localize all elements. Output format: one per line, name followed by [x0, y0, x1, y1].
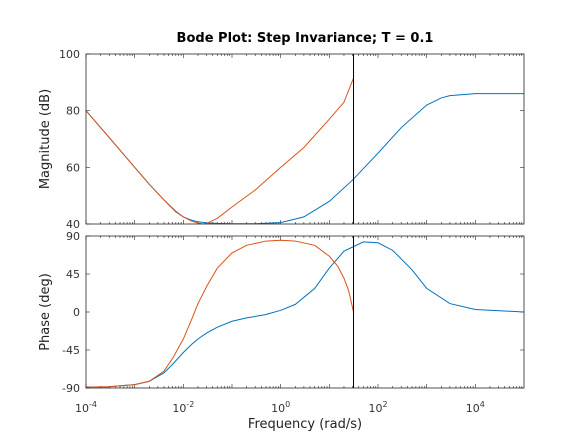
- phase-ytick-label: -90: [62, 382, 80, 395]
- x-tick-label: 10-4: [75, 400, 97, 415]
- phase-ytick-label: 0: [73, 306, 80, 319]
- phase-continuous-series: [86, 242, 524, 387]
- x-tick-label: 10-2: [172, 400, 194, 415]
- phase-ytick-label: -45: [62, 344, 80, 357]
- phase-axes: -90 -45 0 45 90 Phase (deg): [38, 230, 524, 395]
- phase-ytick-label: 45: [66, 268, 80, 281]
- x-tick-label: 102: [368, 400, 387, 415]
- x-tick-label: 104: [466, 400, 485, 415]
- phase-ylabel: Phase (deg): [38, 273, 53, 351]
- phase-discrete-series: [86, 240, 354, 387]
- magnitude-ytick-label: 100: [59, 48, 80, 61]
- magnitude-axes-frame: [86, 54, 524, 224]
- phase-ytick-label: 90: [66, 230, 80, 243]
- magnitude-ytick-label: 80: [66, 105, 80, 118]
- magnitude-continuous-series: [86, 94, 524, 224]
- magnitude-discrete-series: [86, 78, 354, 224]
- x-axis-label: Frequency (rad/s): [248, 417, 362, 432]
- x-tick-label: 100: [271, 400, 290, 415]
- magnitude-ytick-label: 60: [66, 161, 80, 174]
- phase-axes-frame: [86, 236, 524, 388]
- magnitude-ylabel: Magnitude (dB): [38, 89, 53, 189]
- x-tick-labels: 10-4 10-2 100 102 104: [75, 400, 485, 415]
- chart-title: Bode Plot: Step Invariance; T = 0.1: [177, 31, 434, 46]
